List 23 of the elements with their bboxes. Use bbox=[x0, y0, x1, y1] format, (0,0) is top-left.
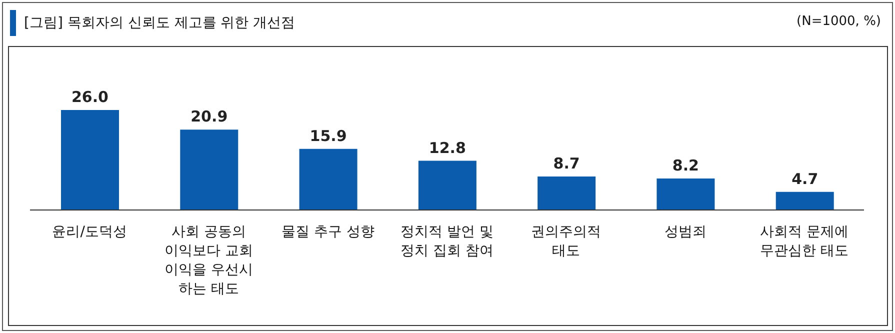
data-label: 15.9 bbox=[310, 126, 347, 145]
data-label: 12.8 bbox=[428, 138, 466, 157]
bar bbox=[538, 176, 596, 210]
bar bbox=[299, 148, 358, 210]
x-tick-label: 사회 공동의 이익보다 교회 이익을 우선시 하는 태도 bbox=[164, 224, 253, 297]
data-label: 8.7 bbox=[553, 154, 580, 173]
bar bbox=[61, 110, 119, 210]
data-label: 26.0 bbox=[71, 88, 109, 106]
x-tick-label: 사회적 문제에 무관심한 태도 bbox=[760, 224, 849, 259]
x-tick-label: 물질 추구 성향 bbox=[281, 224, 374, 240]
text: (N=1000, %) bbox=[796, 14, 881, 29]
x-tick-label: 권의주의적 태도 bbox=[531, 224, 602, 259]
data-label: 4.7 bbox=[792, 170, 818, 188]
x-tick-label: 성범죄 bbox=[664, 224, 706, 240]
x-tick-label: 윤리/도덕성 bbox=[52, 224, 127, 240]
bar bbox=[656, 178, 715, 210]
data-label: 20.9 bbox=[190, 108, 228, 126]
data-label: 8.2 bbox=[672, 156, 700, 174]
chart-title: [그림] 목회자의 신뢰도 제고를 위한 개선점 bbox=[24, 14, 296, 32]
bar bbox=[418, 160, 476, 210]
x-tick-label: 정치적 발언 및 정치 집회 참여 bbox=[400, 224, 494, 259]
bar bbox=[180, 130, 238, 210]
bar bbox=[776, 192, 834, 210]
